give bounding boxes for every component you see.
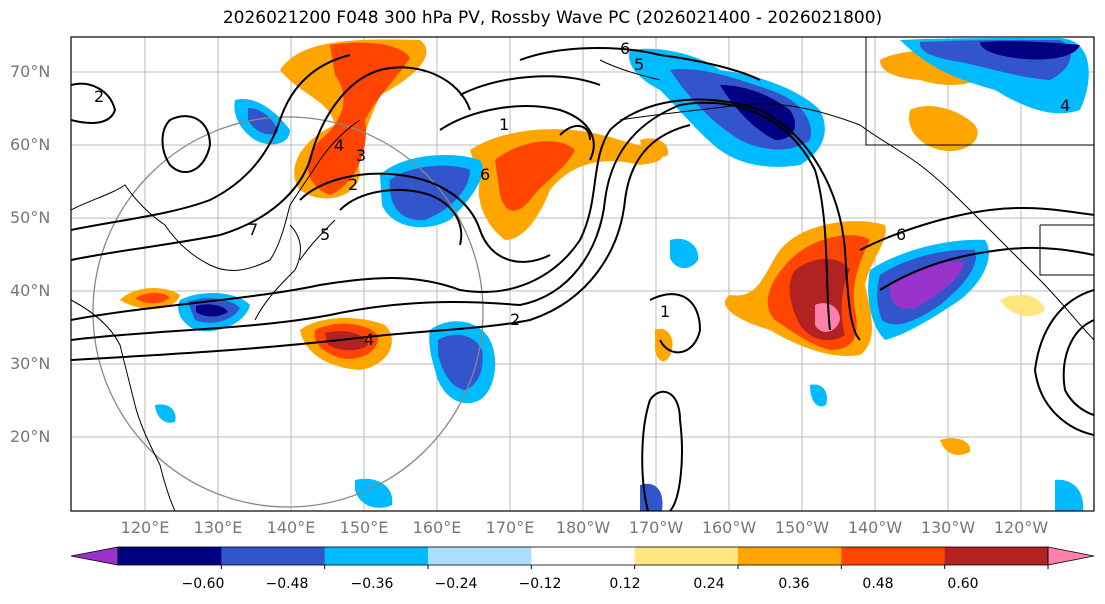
lon-label: 170°W [628,518,684,537]
lon-label: 160°W [701,518,757,537]
contour-label: 5 [320,225,330,244]
contour-label: 6 [480,165,490,184]
contour-label: 2 [348,175,358,194]
colorbar-tick-label: −0.48 [265,576,309,592]
colorbar-segment [221,547,326,565]
lon-label: 120°W [993,518,1049,537]
contour-label: 2 [94,87,104,106]
lat-label: 20°N [10,427,51,446]
colorbar-segment [428,547,532,565]
colorbar-tick-label: −0.12 [518,576,562,592]
colorbar-segment [118,547,222,565]
lon-label: 150°W [774,518,830,537]
colorbar-extend-min [70,546,119,566]
contour-label: 6 [620,39,630,58]
contour-label: 5 [634,55,644,74]
colorbar-tick-label: 0.60 [947,576,979,592]
map-title: 2026021200 F048 300 hPa PV, Rossby Wave … [222,8,883,28]
reference-circle [92,116,484,508]
lat-label: 70°N [10,62,51,81]
lon-label: 180°W [555,518,611,537]
contour-label: 4 [334,136,344,155]
colorbar-segment [531,547,636,565]
colorbar-tick-label: −0.36 [350,576,394,592]
negative-pv-anomalies [155,38,1089,511]
colorbar-segment [841,547,946,565]
lon-label: 140°E [266,518,316,537]
lon-label: 170°E [485,518,535,537]
contour-label: 7 [248,220,258,239]
lon-label: 140°W [847,518,903,537]
lon-label: 160°E [412,518,462,537]
contour-labels: 6 5 4 3 2 1 7 5 6 2 1 2 4 4 6 [94,39,1070,349]
contour-label: 4 [1060,96,1070,115]
colorbar-tick-label: 0.48 [862,576,894,592]
contour-label: 4 [364,330,374,349]
colorbar-segment [634,547,739,565]
contour-label: 1 [499,115,509,134]
colorbar-extend-max [1047,546,1095,566]
colorbar-segment [738,547,842,565]
colorbar-frame [117,546,1049,566]
contour-label: 1 [660,302,670,321]
lat-label: 40°N [10,281,51,300]
colorbar-tick-label: −0.24 [434,576,478,592]
colorbar-tick-label: 0.12 [609,576,641,592]
contour-label: 3 [356,146,366,165]
colorbar-segment [944,547,1049,565]
colorbar-segment [324,547,429,565]
lat-label: 50°N [10,208,51,227]
contour-label: 2 [510,310,520,329]
lat-label: 60°N [10,135,51,154]
colorbar [70,546,1095,569]
black-contours [71,47,1094,511]
colorbar-tick-label: 0.36 [778,576,810,592]
lon-label: 130°W [920,518,976,537]
colorbar-tick-label: −0.60 [181,576,225,592]
map-frame [70,36,1095,512]
positive-pv-anomalies [120,39,1045,455]
lat-label: 30°N [10,354,51,373]
contour-label: 6 [896,225,906,244]
lon-label: 130°E [193,518,243,537]
lon-label: 150°E [339,518,389,537]
lon-label: 120°E [120,518,170,537]
colorbar-tick-label: 0.24 [693,576,725,592]
